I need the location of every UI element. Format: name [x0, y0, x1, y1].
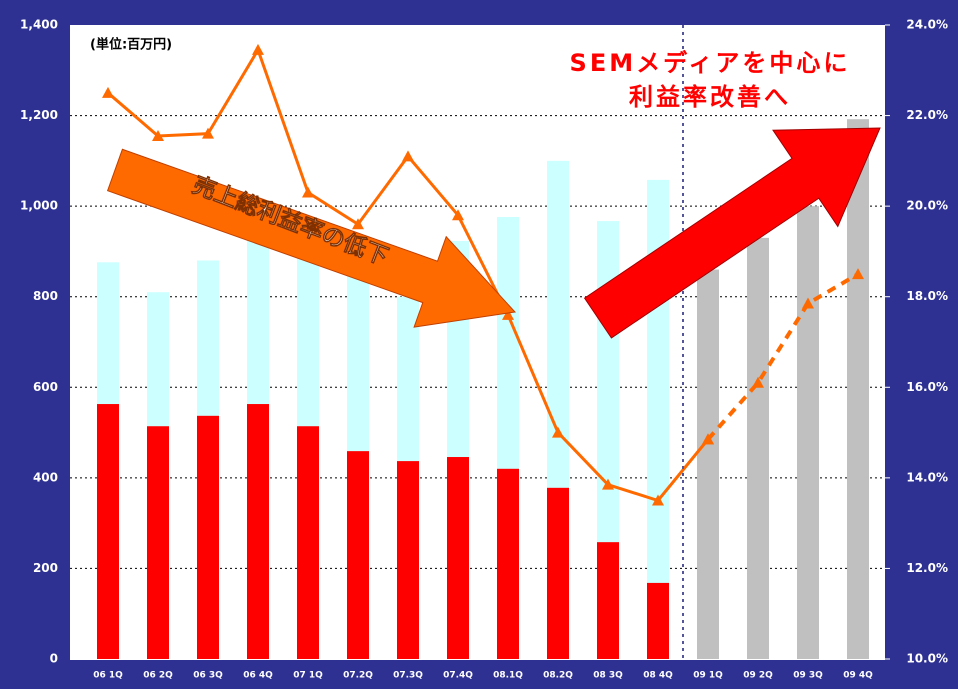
bar [197, 415, 219, 659]
bar [847, 119, 869, 660]
x-tick-label: 08.1Q [493, 671, 523, 681]
marker [602, 478, 614, 490]
unit-label: (単位:百万円) [90, 37, 172, 53]
y2-tick-label: 20.0% [906, 199, 948, 213]
marker [202, 127, 214, 139]
marker [152, 129, 164, 141]
y2-tick-label: 16.0% [906, 380, 948, 394]
x-tick-label: 08.2Q [543, 671, 573, 681]
x-tick-label: 08 4Q [643, 671, 673, 681]
x-tick-label: 06 3Q [193, 671, 223, 681]
line [706, 272, 860, 441]
marker [802, 297, 814, 309]
x-tick-label: 06 1Q [93, 671, 123, 681]
x-tick-label: 06 4Q [243, 671, 273, 681]
bar [497, 468, 519, 659]
y2-tick-label: 22.0% [906, 108, 948, 122]
x-tick-label: 07.2Q [343, 671, 373, 681]
marker [252, 43, 264, 55]
bar [597, 542, 619, 659]
bar [647, 582, 669, 659]
bar [547, 487, 569, 659]
annotation: 利益率改善へ [629, 83, 791, 111]
x-tick-label: 09 3Q [793, 671, 823, 681]
marker [352, 218, 364, 230]
x-tick-label: 07.4Q [443, 671, 473, 681]
y2-tick-label: 24.0% [906, 18, 948, 32]
x-tick-label: 08 3Q [593, 671, 623, 681]
x-tick-label: 07 1Q [293, 671, 323, 681]
y2-tick-label: 10.0% [906, 652, 948, 666]
improve-arrow [583, 127, 881, 339]
bar [147, 426, 169, 659]
y-tick-label: 0 [50, 652, 58, 666]
marker [302, 186, 314, 198]
marker [702, 433, 714, 445]
y2-tick-label: 18.0% [906, 289, 948, 303]
y-tick-label: 800 [33, 289, 58, 303]
y-tick-label: 400 [33, 470, 58, 484]
bar [747, 237, 769, 660]
marker [552, 426, 564, 438]
marker [502, 308, 514, 320]
bar [797, 206, 819, 659]
y-tick-label: 1,200 [20, 108, 58, 122]
annotation: SEMメディアを中心に [570, 49, 851, 77]
marker [852, 268, 864, 280]
bar [297, 426, 319, 659]
x-tick-label: 09 1Q [693, 671, 723, 681]
y-tick-label: 1,400 [20, 18, 58, 32]
y-tick-label: 1,000 [20, 199, 58, 213]
bar [447, 457, 469, 659]
bar [697, 269, 719, 659]
decline-arrow [106, 148, 517, 328]
marker [452, 209, 464, 221]
marker [652, 494, 664, 506]
bar [347, 451, 369, 659]
marker [752, 376, 764, 388]
x-tick-label: 07.3Q [393, 671, 423, 681]
bar [97, 404, 119, 659]
y2-tick-label: 12.0% [906, 561, 948, 575]
bar [247, 404, 269, 659]
y2-tick-label: 14.0% [906, 470, 948, 484]
y-tick-label: 200 [33, 561, 58, 575]
x-tick-label: 09 4Q [843, 671, 873, 681]
marker [102, 86, 114, 98]
y-tick-label: 600 [33, 380, 58, 394]
x-tick-label: 06 2Q [143, 671, 173, 681]
bar [397, 461, 419, 659]
x-tick-label: 09 2Q [743, 671, 773, 681]
marker [402, 150, 414, 162]
